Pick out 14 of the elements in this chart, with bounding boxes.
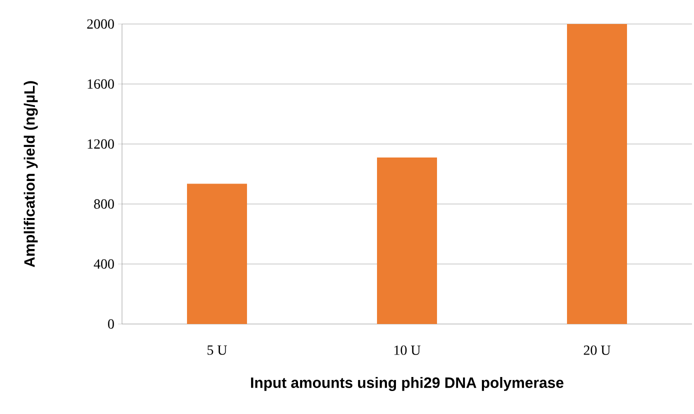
bar	[377, 158, 438, 324]
y-tick-label: 2000	[87, 19, 114, 29]
bar	[567, 24, 628, 324]
x-axis-title: Input amounts using phi29 DNA polymerase	[251, 377, 564, 391]
y-axis-title: Amplification yield (ng/µL)	[24, 81, 38, 268]
y-tick-label: 1600	[88, 79, 114, 89]
bar	[187, 184, 247, 324]
x-tick-label: 5 U	[208, 346, 227, 355]
x-tick-label: 20 U	[584, 346, 610, 355]
y-tick-label: 800	[94, 199, 114, 209]
y-tick-label: 1200	[88, 139, 114, 149]
y-tick-label: 400	[94, 259, 114, 269]
x-tick-label: 10 U	[394, 346, 420, 355]
y-tick-label: 0	[108, 319, 114, 329]
